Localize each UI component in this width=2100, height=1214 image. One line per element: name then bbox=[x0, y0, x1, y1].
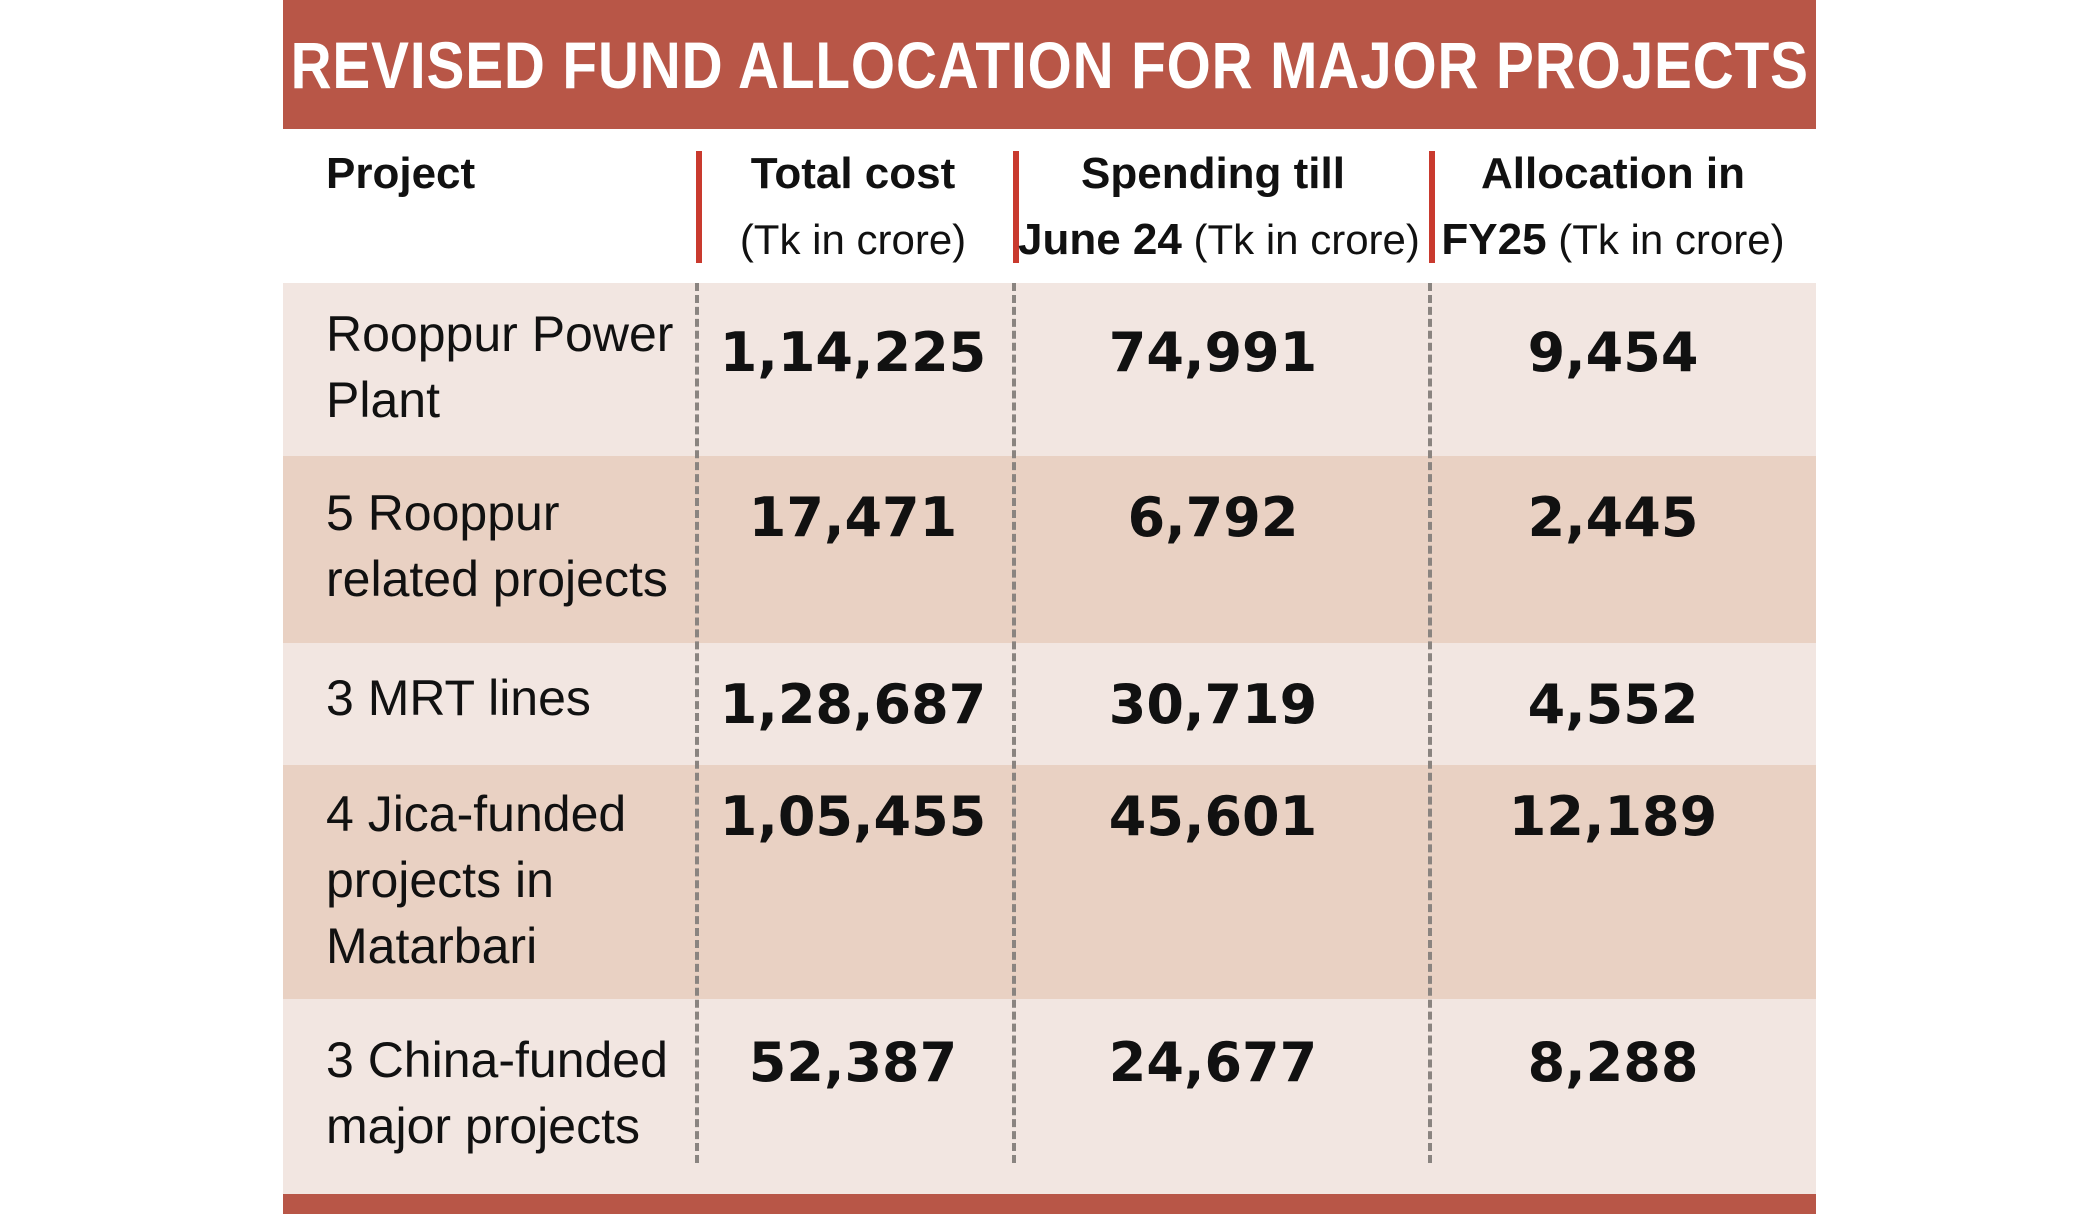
table-row: 3 China-funded major projects 52,387 24,… bbox=[283, 999, 1816, 1194]
project-name-line: 3 MRT lines bbox=[326, 670, 591, 726]
header-project-label: Project bbox=[326, 149, 476, 198]
header-divider bbox=[696, 151, 702, 263]
project-name-line: projects in bbox=[326, 852, 554, 908]
header-total-cost-line2: (Tk in crore) bbox=[739, 216, 967, 263]
header-spending: Spending till June 24 (Tk in crore) bbox=[1018, 129, 1420, 295]
table-row: 5 Rooppur related projects 17,471 6,792 … bbox=[283, 456, 1816, 643]
project-name-line: Matarbari bbox=[326, 918, 538, 974]
allocation-cell: 4,552 bbox=[1527, 673, 1699, 736]
column-divider bbox=[695, 283, 699, 1163]
total-cost-cell: 1,28,687 bbox=[719, 673, 987, 736]
header-divider bbox=[1429, 151, 1435, 263]
total-cost-cell: 1,14,225 bbox=[719, 321, 987, 384]
header-allocation-line2-light: (Tk in crore) bbox=[1546, 216, 1785, 263]
table-header: Project Total cost (Tk in crore) Spendin… bbox=[283, 129, 1816, 283]
spending-cell: 45,601 bbox=[1108, 785, 1318, 848]
header-allocation: Allocation in FY25 (Tk in crore) bbox=[1433, 129, 1793, 295]
spending-cell: 30,719 bbox=[1108, 673, 1318, 736]
spending-cell: 74,991 bbox=[1108, 321, 1318, 384]
column-divider bbox=[1428, 283, 1432, 1163]
project-name-cell: 5 Rooppur related projects bbox=[326, 480, 696, 612]
project-name-line: 5 Rooppur bbox=[326, 485, 560, 541]
project-name-line: Rooppur Power bbox=[326, 306, 674, 362]
header-spending-line2-light: (Tk in crore) bbox=[1181, 216, 1420, 263]
allocation-cell: 2,445 bbox=[1527, 486, 1699, 549]
table-title: REVISED FUND ALLOCATION FOR MAJOR PROJEC… bbox=[290, 27, 1809, 102]
header-total-cost: Total cost (Tk in crore) bbox=[703, 129, 1003, 295]
spending-cell: 24,677 bbox=[1108, 1031, 1318, 1094]
project-name-line: major projects bbox=[326, 1098, 640, 1154]
total-cost-cell: 1,05,455 bbox=[719, 785, 987, 848]
header-spending-line2-bold: June 24 bbox=[1018, 215, 1182, 264]
project-name-line: related projects bbox=[326, 551, 668, 607]
total-cost-cell: 17,471 bbox=[748, 486, 958, 549]
header-divider bbox=[1013, 151, 1019, 263]
project-name-line: 4 Jica-funded bbox=[326, 786, 627, 842]
header-project: Project bbox=[326, 129, 656, 295]
allocation-cell: 12,189 bbox=[1508, 785, 1718, 848]
project-name-line: Plant bbox=[326, 372, 440, 428]
header-total-cost-line1: Total cost bbox=[750, 149, 956, 198]
column-divider bbox=[1012, 283, 1016, 1163]
allocation-cell: 8,288 bbox=[1527, 1031, 1699, 1094]
total-cost-cell: 52,387 bbox=[748, 1031, 958, 1094]
table-panel: REVISED FUND ALLOCATION FOR MAJOR PROJEC… bbox=[283, 0, 1816, 1214]
table-row: Rooppur Power Plant 1,14,225 74,991 9,45… bbox=[283, 283, 1816, 456]
allocation-cell: 9,454 bbox=[1527, 321, 1699, 384]
spending-cell: 6,792 bbox=[1127, 486, 1299, 549]
title-bar: REVISED FUND ALLOCATION FOR MAJOR PROJEC… bbox=[283, 0, 1816, 129]
project-name-line: 3 China-funded bbox=[326, 1032, 668, 1088]
project-name-cell: 3 MRT lines bbox=[326, 665, 696, 731]
table-row: 3 MRT lines 1,28,687 30,719 4,552 bbox=[283, 643, 1816, 765]
project-name-cell: 3 China-funded major projects bbox=[326, 1027, 696, 1159]
header-allocation-line2-bold: FY25 bbox=[1441, 215, 1547, 264]
project-name-cell: 4 Jica-funded projects in Matarbari bbox=[326, 781, 696, 979]
project-name-cell: Rooppur Power Plant bbox=[326, 301, 696, 433]
header-spending-line1: Spending till bbox=[1081, 149, 1345, 198]
table-row: 4 Jica-funded projects in Matarbari 1,05… bbox=[283, 765, 1816, 999]
bottom-bar bbox=[283, 1194, 1816, 1214]
header-allocation-line1: Allocation in bbox=[1481, 149, 1745, 198]
